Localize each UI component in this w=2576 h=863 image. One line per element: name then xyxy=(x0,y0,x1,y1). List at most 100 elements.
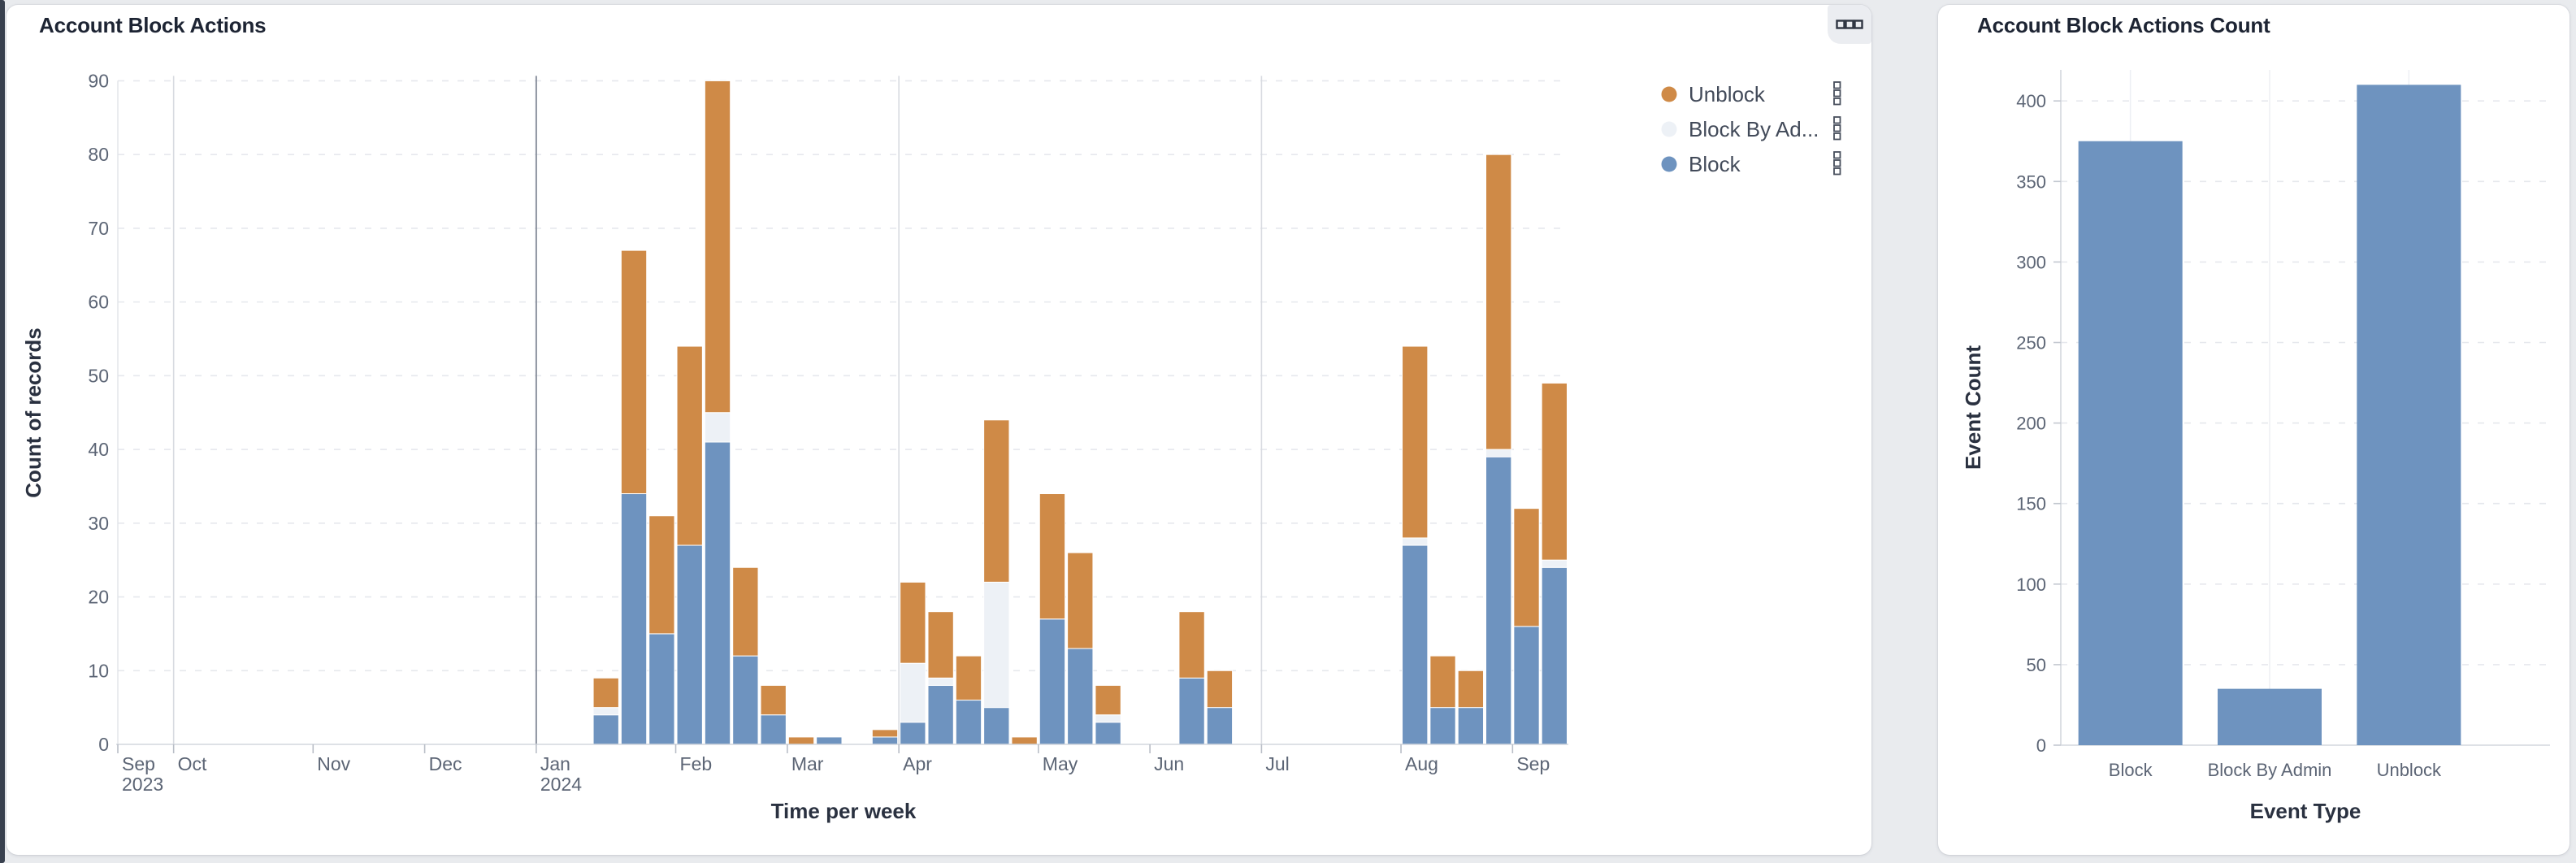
stacked-bar-week[interactable] xyxy=(1485,154,1512,745)
bar-segment-unblock[interactable] xyxy=(900,581,926,664)
stacked-bar-week[interactable] xyxy=(704,80,731,745)
bar-segment-block[interactable] xyxy=(1178,677,1205,745)
stacked-bar-week[interactable] xyxy=(1095,684,1121,745)
handle-square xyxy=(1833,151,1841,159)
stacked-bar-week[interactable] xyxy=(927,611,954,745)
stacked-bar-week[interactable] xyxy=(1402,345,1429,745)
bar-segment-block[interactable] xyxy=(1039,618,1066,745)
bar-segment-block[interactable] xyxy=(732,655,759,745)
legend-item-block[interactable]: Block xyxy=(1661,151,1841,176)
stacked-bar-week[interactable] xyxy=(1011,736,1038,745)
bar-segment-unblock[interactable] xyxy=(983,419,1010,583)
bar-segment-block[interactable] xyxy=(1402,544,1429,745)
stacked-bar-week[interactable] xyxy=(676,345,703,745)
bar-segment-block[interactable] xyxy=(1206,707,1234,745)
bar-segment-unblock[interactable] xyxy=(787,736,815,745)
left-chart-title: Account Block Actions xyxy=(39,13,267,37)
x-category-label: Block By Admin xyxy=(2208,760,2332,780)
legend-item-unblock[interactable]: Unblock xyxy=(1661,81,1841,106)
bar-segment-unblock[interactable] xyxy=(620,249,648,495)
bar-segment-unblock[interactable] xyxy=(760,684,787,716)
stacked-bar-week[interactable] xyxy=(620,249,648,745)
bar-segment-unblock[interactable] xyxy=(1067,552,1094,649)
legend-item-block-by-ad-[interactable]: Block By Ad... xyxy=(1661,116,1841,141)
bar-block-by-admin[interactable] xyxy=(2218,688,2322,745)
stacked-bar-week[interactable] xyxy=(1178,611,1205,745)
stacked-bar-week[interactable] xyxy=(983,419,1010,745)
bar-segment-unblock[interactable] xyxy=(1485,154,1512,450)
stacked-bar-week[interactable] xyxy=(1039,493,1066,745)
bar-segment-unblock[interactable] xyxy=(1206,670,1234,709)
bar-segment-block-by-admin[interactable] xyxy=(1402,537,1429,546)
bar-segment-block[interactable] xyxy=(955,700,982,745)
stacked-bar-week[interactable] xyxy=(1513,508,1540,745)
y-axis-title: Count of records xyxy=(21,327,46,497)
legend-handle-icon[interactable] xyxy=(1833,116,1841,141)
bar-segment-unblock[interactable] xyxy=(1011,736,1038,745)
bar-segment-block[interactable] xyxy=(648,633,675,745)
handle-square xyxy=(1833,159,1841,167)
bar-segment-block-by-admin[interactable] xyxy=(1541,559,1568,568)
bar-segment-unblock[interactable] xyxy=(732,566,759,657)
stacked-bar-week[interactable] xyxy=(871,729,899,745)
bar-segment-unblock[interactable] xyxy=(592,677,619,709)
stacked-bar-week[interactable] xyxy=(787,736,815,745)
bar-segment-block[interactable] xyxy=(1429,707,1456,745)
bar-segment-unblock[interactable] xyxy=(676,345,703,546)
bar-segment-unblock[interactable] xyxy=(1429,655,1456,709)
bar-segment-unblock[interactable] xyxy=(648,515,675,635)
bar-segment-unblock[interactable] xyxy=(1513,508,1540,627)
bar-segment-block[interactable] xyxy=(1485,456,1512,745)
bar-segment-block-by-admin[interactable] xyxy=(704,412,731,443)
bar-segment-block[interactable] xyxy=(592,714,619,745)
bar-segment-unblock[interactable] xyxy=(1541,382,1568,561)
bar-segment-block-by-admin[interactable] xyxy=(1485,449,1512,458)
legend-handle-icon[interactable] xyxy=(1833,81,1841,106)
stacked-bar-week[interactable] xyxy=(816,736,843,745)
bar-segment-block[interactable] xyxy=(1541,566,1568,745)
bar-segment-block[interactable] xyxy=(900,722,926,745)
bar-segment-block[interactable] xyxy=(871,736,899,745)
bar-segment-block[interactable] xyxy=(1095,722,1121,745)
bar-segment-unblock[interactable] xyxy=(1457,670,1485,709)
bar-segment-block-by-admin[interactable] xyxy=(983,581,1010,709)
stacked-bar-week[interactable] xyxy=(900,581,926,745)
bar-segment-block-by-admin[interactable] xyxy=(900,662,926,723)
bar-segment-unblock[interactable] xyxy=(955,655,982,701)
x-category-label: Block xyxy=(2109,760,2153,780)
bar-block[interactable] xyxy=(2078,141,2183,745)
legend-handle-icon[interactable] xyxy=(1833,151,1841,176)
stacked-bar-week[interactable] xyxy=(648,515,675,745)
bar-segment-unblock[interactable] xyxy=(871,729,899,738)
bar-segment-unblock[interactable] xyxy=(704,80,731,414)
bar-segment-block[interactable] xyxy=(704,441,731,745)
stacked-bar-week[interactable] xyxy=(1206,670,1234,745)
bar-segment-unblock[interactable] xyxy=(1402,345,1429,539)
stacked-bar-week[interactable] xyxy=(955,655,982,745)
bar-segment-block[interactable] xyxy=(1513,626,1540,745)
bar-segment-block[interactable] xyxy=(760,714,787,745)
bar-segment-block-by-admin[interactable] xyxy=(592,707,619,716)
bar-segment-block[interactable] xyxy=(676,544,703,745)
stacked-bar-week[interactable] xyxy=(1541,382,1568,745)
bar-segment-block-by-admin[interactable] xyxy=(1095,714,1121,723)
bar-segment-unblock[interactable] xyxy=(927,611,954,679)
stacked-bar-week[interactable] xyxy=(1067,552,1094,745)
bar-segment-block[interactable] xyxy=(1457,707,1485,745)
stacked-bar-week[interactable] xyxy=(760,684,787,745)
bar-segment-unblock[interactable] xyxy=(1178,611,1205,679)
stacked-bar-week[interactable] xyxy=(732,566,759,745)
bar-segment-block[interactable] xyxy=(927,684,954,745)
bar-segment-block-by-admin[interactable] xyxy=(927,677,954,686)
stacked-bar-week[interactable] xyxy=(1429,655,1456,745)
bar-unblock[interactable] xyxy=(2357,85,2461,745)
bar-segment-block[interactable] xyxy=(620,493,648,745)
panel-options-button[interactable] xyxy=(1828,5,1871,44)
bar-segment-block[interactable] xyxy=(1067,648,1094,745)
bar-segment-unblock[interactable] xyxy=(1095,684,1121,716)
bar-segment-block[interactable] xyxy=(983,707,1010,745)
stacked-bar-week[interactable] xyxy=(592,677,619,745)
bar-segment-block[interactable] xyxy=(816,736,843,745)
bar-segment-unblock[interactable] xyxy=(1039,493,1066,620)
stacked-bar-week[interactable] xyxy=(1457,670,1485,745)
